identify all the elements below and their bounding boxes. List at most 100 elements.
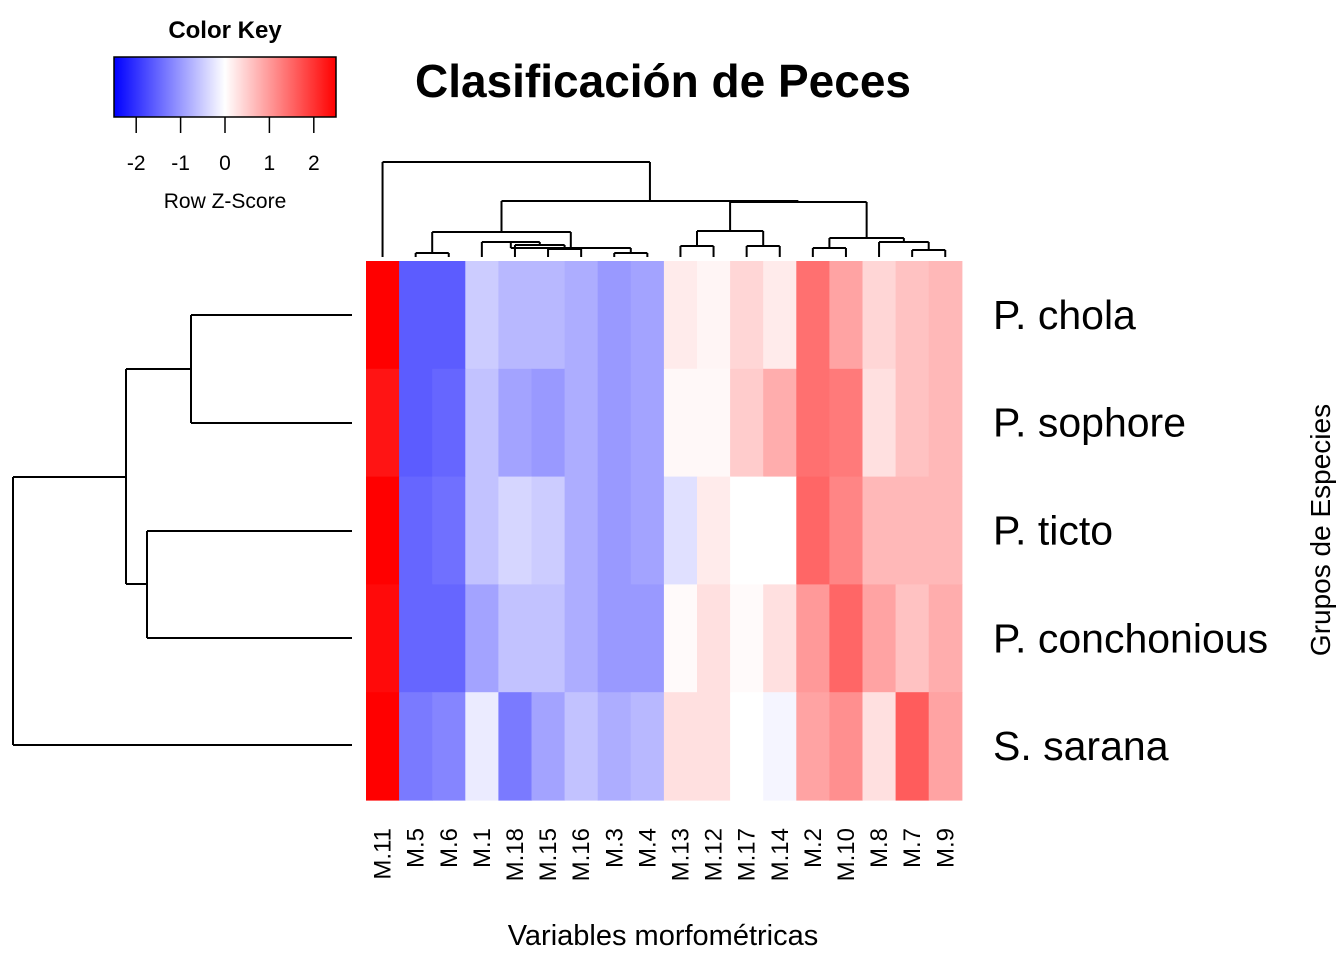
heatmap-cell: [498, 368, 533, 478]
heatmap-cell: [730, 584, 764, 693]
heatmap-cell: [862, 368, 897, 478]
heatmap-cell: [763, 584, 797, 693]
heatmap-cell: [862, 476, 897, 585]
heatmap-cell: [465, 692, 499, 801]
heatmap-cell: [829, 584, 864, 693]
heatmap-cell: [498, 692, 533, 801]
heatmap-cell: [829, 692, 864, 801]
y-axis-label: Grupos de Especies: [1305, 404, 1336, 656]
column-label: M.17: [734, 828, 761, 881]
heatmap-cell: [829, 476, 864, 585]
heatmap-cell: [399, 368, 433, 478]
heatmap-cell: [663, 476, 698, 585]
heatmap-cell: [366, 261, 400, 370]
heatmap-cell: [663, 584, 698, 693]
heatmap-cell: [928, 584, 963, 693]
heatmap-cell: [564, 261, 599, 370]
heatmap-cells: [366, 261, 963, 801]
row-label: P. sophore: [993, 400, 1186, 446]
column-label: M.10: [833, 828, 860, 881]
color-key-tick-label: 0: [219, 152, 231, 175]
heatmap-cell: [498, 476, 533, 585]
heatmap-cell: [697, 476, 731, 585]
heatmap-cell: [862, 261, 897, 370]
column-label: M.7: [899, 828, 926, 868]
heatmap-cell: [564, 368, 599, 478]
heatmap-cell: [465, 584, 499, 693]
heatmap-cell: [730, 368, 764, 478]
heatmap-cell: [663, 692, 698, 801]
heatmap-cell: [796, 476, 830, 585]
row-label: P. ticto: [993, 508, 1113, 554]
column-label: M.8: [866, 828, 893, 868]
color-key-label: Row Z-Score: [164, 190, 287, 213]
heatmap-cell: [895, 368, 930, 478]
color-key-tick-label: -1: [171, 152, 190, 175]
heatmap-cell: [697, 584, 731, 693]
heatmap-cell: [928, 261, 963, 370]
color-key-tick-label: -2: [127, 152, 146, 175]
heatmap-cell: [796, 584, 830, 693]
heatmap-cell: [730, 692, 764, 801]
column-label: M.4: [634, 828, 661, 868]
column-label: M.9: [932, 828, 959, 868]
heatmap-cell: [630, 368, 665, 478]
heatmap-cell: [928, 368, 963, 478]
heatmap-cell: [399, 692, 433, 801]
heatmap-cell: [432, 584, 466, 693]
heatmap-cell: [531, 368, 566, 478]
heatmap-cell: [730, 476, 764, 585]
heatmap-cell: [498, 261, 533, 370]
row-dendrogram: [12, 314, 352, 746]
heatmap-cell: [697, 692, 731, 801]
column-label: M.11: [370, 828, 397, 880]
heatmap-cell: [829, 368, 864, 478]
heatmap-cell: [432, 476, 466, 585]
heatmap-cell: [465, 368, 499, 478]
heatmap-cell: [763, 261, 797, 370]
column-label: M.5: [403, 828, 430, 868]
heatmap-cell: [399, 476, 433, 585]
heatmap-cell: [796, 261, 830, 370]
heatmap-cell: [763, 692, 797, 801]
heatmap-cell: [763, 476, 797, 585]
heatmap-cell: [697, 261, 731, 370]
heatmap-cell: [895, 476, 930, 585]
color-key-tick-label: 1: [264, 152, 276, 175]
column-label: M.14: [767, 828, 794, 881]
row-label: P. conchonious: [993, 615, 1268, 661]
heatmap-cell: [597, 476, 632, 585]
heatmap-cell: [763, 368, 797, 478]
column-label: M.3: [601, 828, 628, 868]
heatmap-cell: [630, 476, 665, 585]
column-label: M.2: [800, 828, 827, 868]
heatmap-cell: [531, 261, 566, 370]
heatmap-cell: [366, 368, 400, 478]
column-dendrogram: [381, 161, 947, 257]
row-labels: P. chola P. sophore P. ticto P. conchonious…: [993, 292, 1268, 769]
heatmap-cell: [630, 692, 665, 801]
heatmap-cell: [498, 584, 533, 693]
heatmap-cell: [399, 261, 433, 370]
heatmap-cell: [663, 368, 698, 478]
column-label: M.6: [436, 828, 463, 868]
column-label: M.12: [701, 828, 728, 881]
heatmap-cell: [531, 476, 566, 585]
heatmap-cell: [928, 692, 963, 801]
heatmap-cell: [597, 261, 632, 370]
heatmap-cell: [465, 261, 499, 370]
heatmap-cell: [895, 261, 930, 370]
column-label: M.1: [469, 828, 496, 868]
chart-title: Clasificación de Peces: [415, 55, 911, 107]
heatmap-cell: [862, 584, 897, 693]
column-label: M.18: [502, 828, 529, 881]
row-label: P. chola: [993, 292, 1136, 338]
column-label: M.15: [535, 828, 562, 881]
heatmap-cell: [730, 261, 764, 370]
heatmap-cell: [597, 692, 632, 801]
heatmap-cell: [597, 368, 632, 478]
heatmap-cell: [630, 584, 665, 693]
heatmap-cell: [366, 584, 400, 693]
heatmap-cell: [432, 261, 466, 370]
